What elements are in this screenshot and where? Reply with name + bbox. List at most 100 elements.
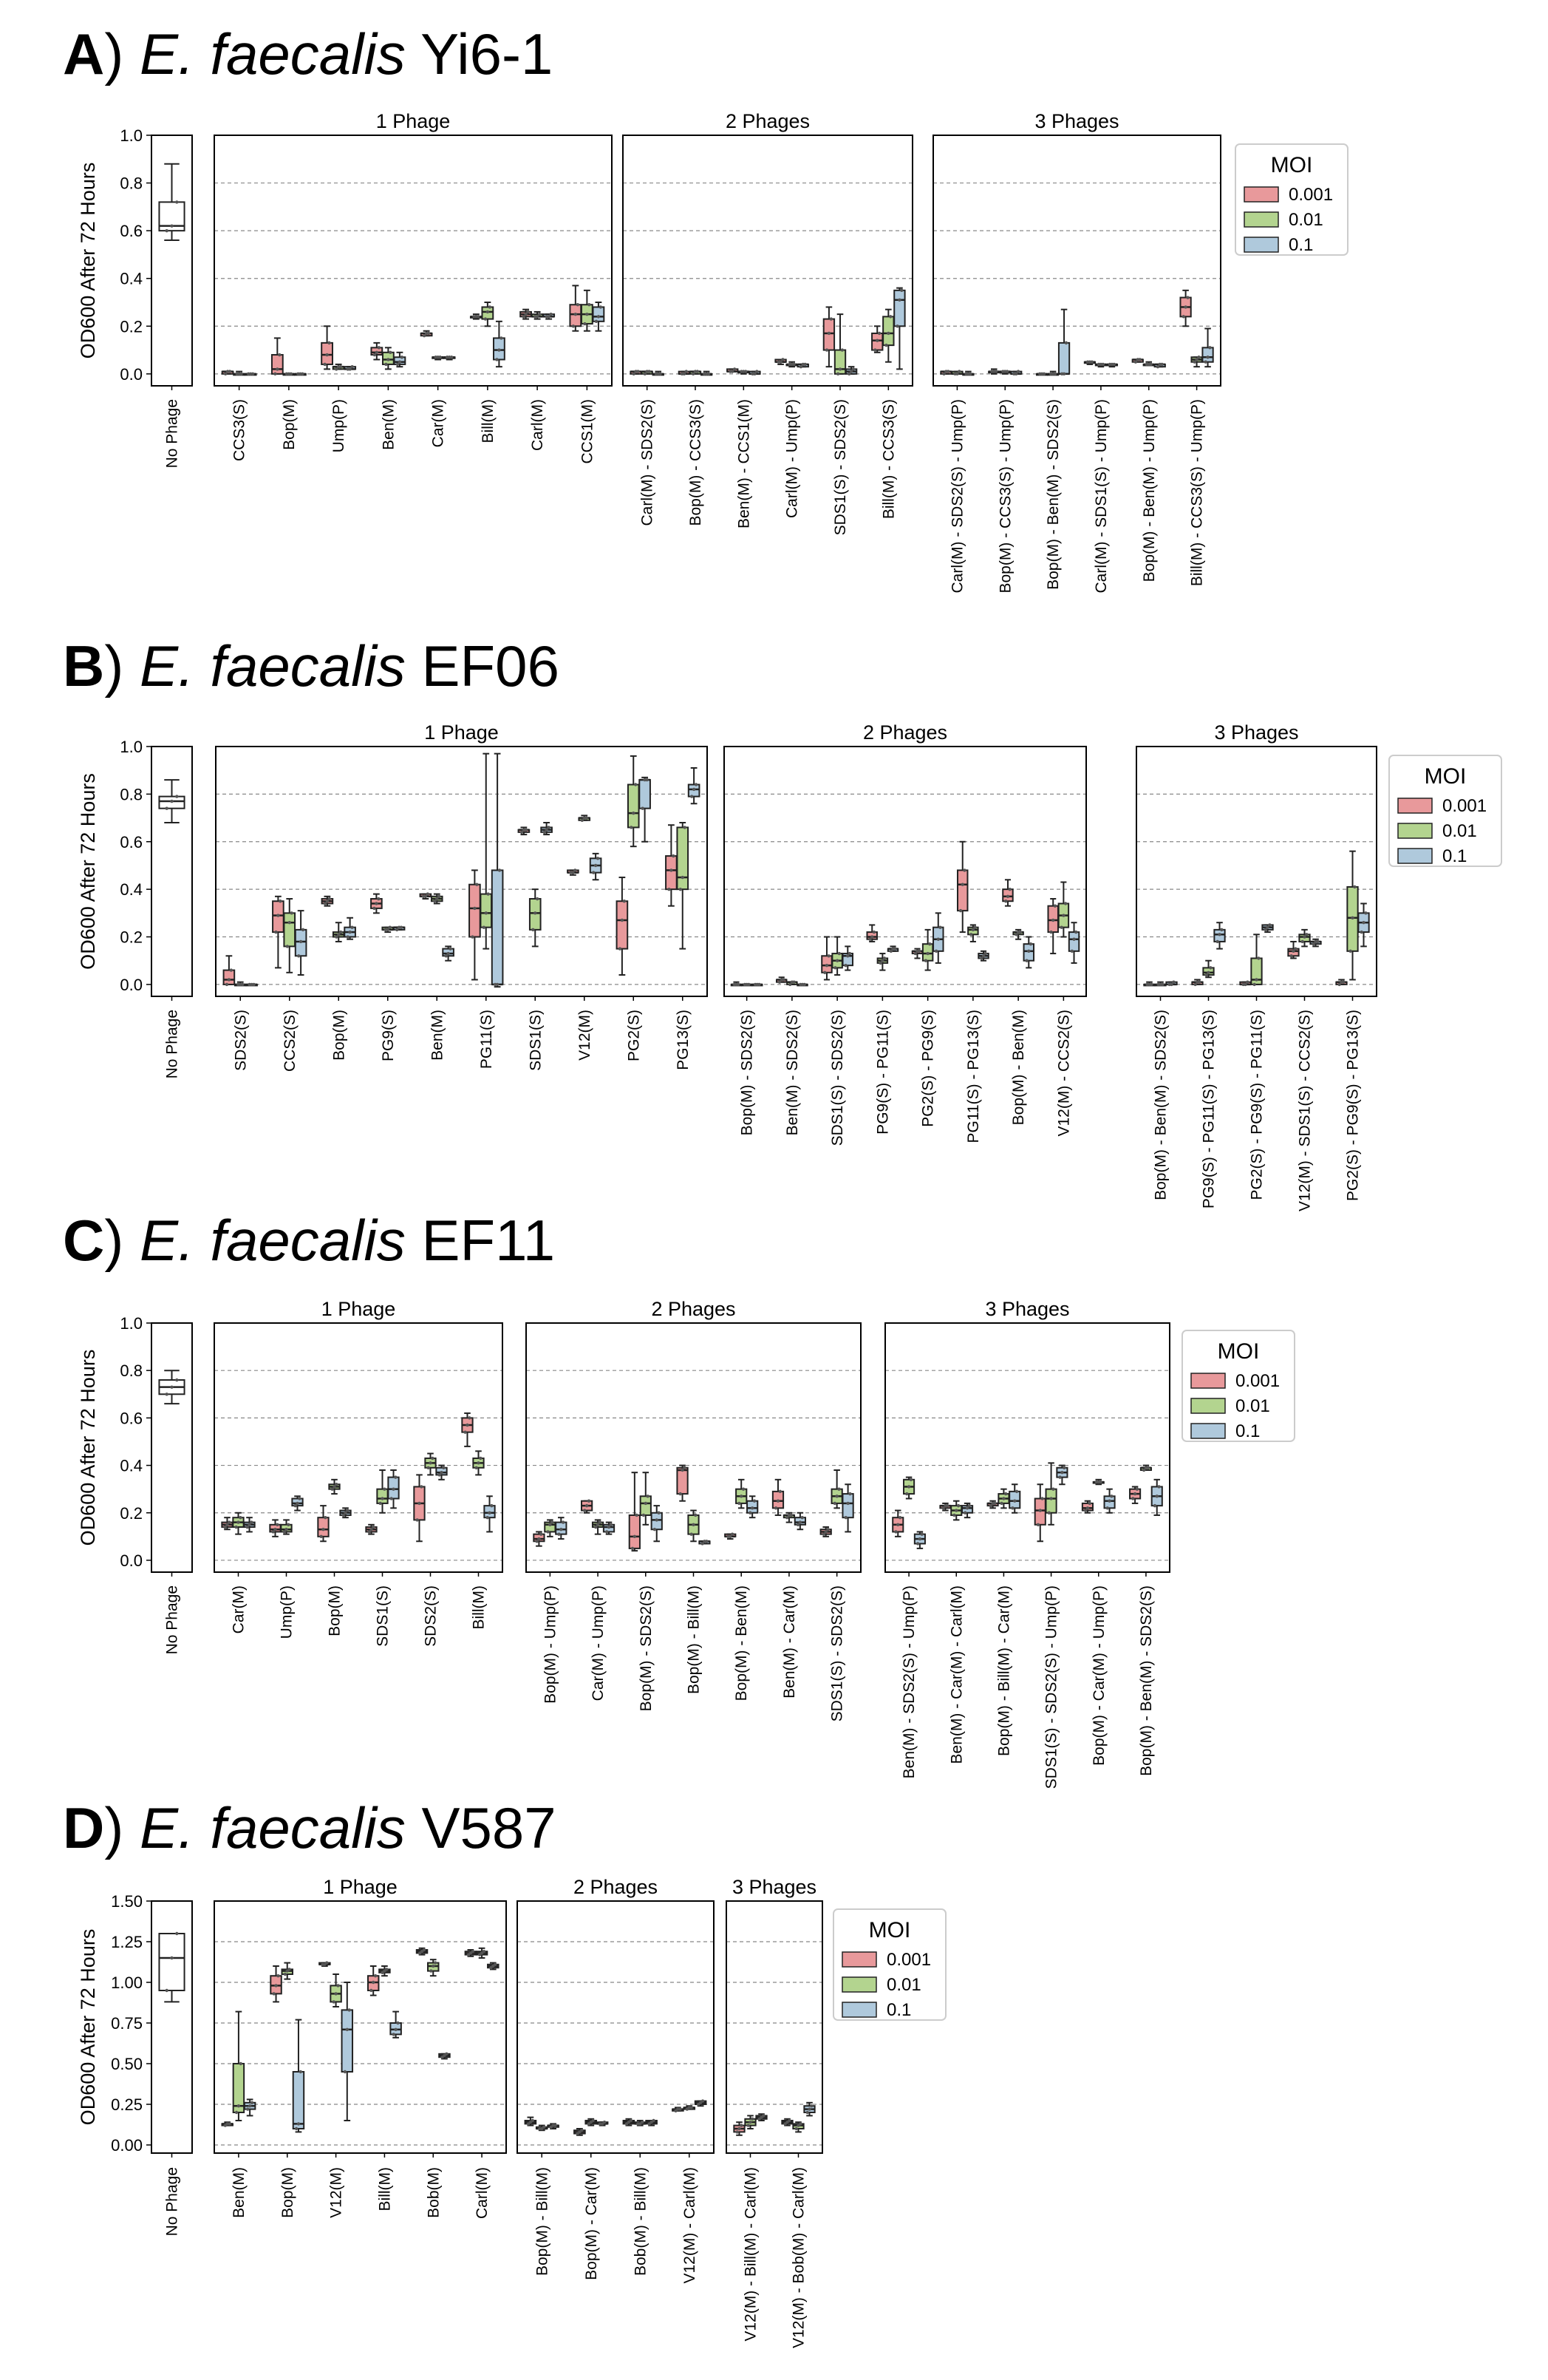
x-tick-label: PG9(S) - PG11(S) — [874, 1010, 891, 1135]
panel-title: B) E. faecalis EF06 — [63, 633, 559, 698]
box-moi-0.1 — [650, 1505, 663, 1543]
box-moi-0.1 — [294, 910, 307, 976]
panel-species: E. faecalis — [140, 1208, 406, 1273]
data-point — [547, 826, 550, 829]
panel-strain: EF11 — [422, 1208, 556, 1273]
y-tick-label: 0.8 — [120, 785, 143, 803]
data-point — [296, 954, 301, 958]
data-point — [583, 1509, 587, 1512]
data-point — [1204, 360, 1207, 364]
subplot-2: 2 Phages Bop(M) - SDS2(S) Ben(M) - SDS2(S)… — [723, 721, 1087, 1146]
x-tick-label: Bill(M) — [480, 399, 497, 443]
box-moi-0.01 — [1250, 934, 1263, 987]
box-body — [616, 900, 629, 950]
data-point — [482, 1950, 486, 1954]
data-point — [301, 928, 305, 932]
data-point — [774, 1506, 778, 1510]
x-tick-label: Carl(M) - SDS1(S) - Ump(P) — [1093, 399, 1110, 594]
data-point — [1015, 933, 1018, 936]
data-point — [705, 1540, 709, 1543]
data-point — [836, 372, 840, 376]
box-moi-0.001 — [775, 976, 788, 984]
data-point — [684, 370, 688, 373]
data-point — [571, 324, 576, 328]
data-point — [1000, 1501, 1003, 1506]
data-point — [1161, 982, 1165, 987]
box-moi-0.01 — [424, 1452, 437, 1476]
data-point — [1342, 980, 1346, 984]
data-point — [381, 1497, 384, 1500]
data-point — [557, 1532, 561, 1536]
box-moi-0.001 — [270, 337, 284, 376]
data-point — [824, 1530, 828, 1534]
box-moi-0.01 — [627, 755, 640, 848]
control-subplot: No Phage — [151, 746, 193, 1078]
box-moi-0.1 — [751, 982, 763, 987]
data-point — [165, 1393, 168, 1396]
data-point — [1064, 341, 1068, 345]
x-tick-label: No Phage — [164, 399, 181, 468]
data-point — [967, 1503, 972, 1508]
data-point — [165, 1988, 168, 1993]
data-point — [294, 2126, 299, 2131]
data-point — [1101, 362, 1105, 367]
data-point — [607, 1525, 611, 1529]
data-point — [635, 1513, 638, 1517]
data-point — [415, 1518, 419, 1522]
box-moi-0.1 — [1068, 922, 1080, 964]
data-point — [747, 982, 751, 987]
data-point — [468, 1416, 471, 1420]
data-point — [918, 1537, 922, 1541]
data-point — [799, 2122, 802, 2126]
y-tick-label: 1.50 — [111, 1892, 143, 1911]
data-point — [1006, 894, 1010, 899]
box-moi-0.001 — [221, 370, 234, 376]
data-point — [669, 868, 673, 872]
data-point — [1186, 296, 1190, 299]
data-point — [840, 348, 845, 352]
data-point — [1215, 939, 1219, 944]
panel-letter: C — [63, 1208, 104, 1273]
data-point — [593, 863, 598, 868]
box-moi-0.001 — [270, 1965, 282, 2003]
data-point — [175, 1378, 179, 1382]
legend: MOI 0.001 0.01 0.1 — [1235, 143, 1348, 256]
box-moi-0.01 — [1139, 1464, 1152, 1472]
data-point — [398, 360, 402, 364]
data-point — [282, 1530, 286, 1534]
data-point — [873, 348, 877, 352]
box-moi-0.01 — [882, 308, 895, 363]
data-point — [392, 1487, 395, 1491]
box-moi-0.01 — [1190, 356, 1203, 368]
legend-swatch — [842, 1976, 877, 1993]
y-tick-label: 0.4 — [120, 880, 143, 899]
legend-swatch — [842, 1951, 877, 1968]
box-moi-0.001 — [730, 981, 743, 987]
data-point — [385, 1968, 389, 1971]
x-tick-label: V12(M) - Carl(M) — [681, 2167, 698, 2284]
subplot-2: 2 Phages Bop(M) - Ump(P) Car(M) - Ump(P) Bo… — [525, 1298, 862, 1721]
data-point — [640, 2121, 644, 2124]
data-point — [384, 362, 388, 367]
data-point — [1172, 980, 1176, 984]
box-moi-0.1 — [694, 2099, 707, 2107]
data-point — [1208, 346, 1212, 350]
data-point — [844, 1515, 848, 1520]
data-point — [490, 1503, 494, 1508]
x-tick-label: PG2(S) - PG9(S) — [920, 1010, 937, 1127]
data-point — [591, 2118, 595, 2123]
box-moi-0.1 — [487, 1962, 499, 1971]
x-tick-label: Bop(M) - Ben(M) - SDS2(S) — [1153, 1010, 1170, 1200]
data-point — [889, 315, 893, 319]
data-point — [429, 1461, 432, 1465]
data-point — [730, 1532, 734, 1536]
data-point — [1195, 358, 1198, 361]
legend-swatch — [1244, 237, 1279, 253]
x-tick-label: Bop(M) — [281, 399, 298, 450]
data-point — [646, 1495, 649, 1498]
x-tick-label: Car(M) — [430, 399, 447, 447]
data-point — [630, 826, 633, 829]
box-moi-0.01 — [232, 1512, 245, 1535]
data-point — [683, 826, 686, 829]
data-point — [731, 370, 734, 373]
